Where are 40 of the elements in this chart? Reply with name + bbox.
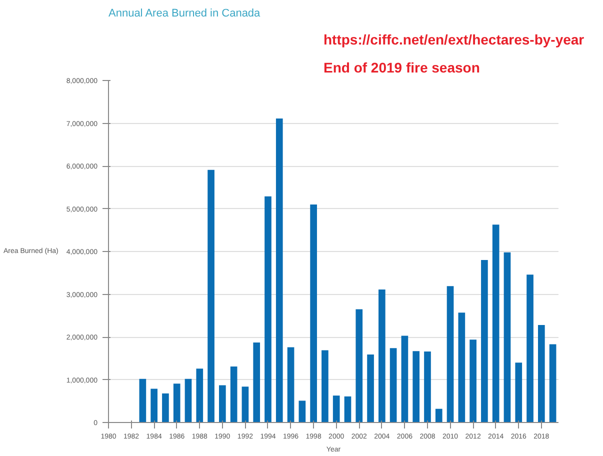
bar [184, 378, 192, 422]
bar [481, 260, 488, 422]
chart-title: Annual Area Burned in Canada [108, 8, 262, 20]
bar [276, 118, 283, 422]
bar [287, 347, 294, 422]
bar [344, 396, 352, 422]
bar [173, 384, 180, 422]
bar [264, 196, 272, 422]
bar [504, 252, 511, 422]
bar [162, 393, 169, 422]
bar [378, 290, 386, 422]
bar [458, 312, 466, 422]
bar [310, 204, 317, 422]
bar [515, 362, 522, 422]
bar [139, 378, 146, 422]
bar [367, 354, 374, 422]
text: https://ciffc.net/en/ext/hectares-by-year [324, 32, 585, 48]
bar [446, 286, 454, 422]
bar [242, 386, 249, 422]
bar [470, 340, 476, 422]
text: End of 2019 fire season [324, 60, 480, 76]
bar [526, 274, 534, 422]
bar [538, 325, 545, 422]
bar [424, 352, 431, 422]
bar [253, 342, 260, 422]
bar [219, 385, 226, 422]
bar [356, 309, 363, 422]
bar [196, 368, 204, 422]
bar [208, 170, 214, 422]
bar [322, 350, 328, 422]
bar [150, 388, 158, 422]
bar [401, 336, 408, 422]
bar [230, 366, 238, 422]
bar [435, 408, 442, 422]
bar [412, 351, 420, 422]
bar [390, 348, 397, 422]
bar [549, 344, 556, 422]
bar [298, 400, 306, 422]
bar [332, 396, 340, 422]
bar [492, 224, 500, 422]
